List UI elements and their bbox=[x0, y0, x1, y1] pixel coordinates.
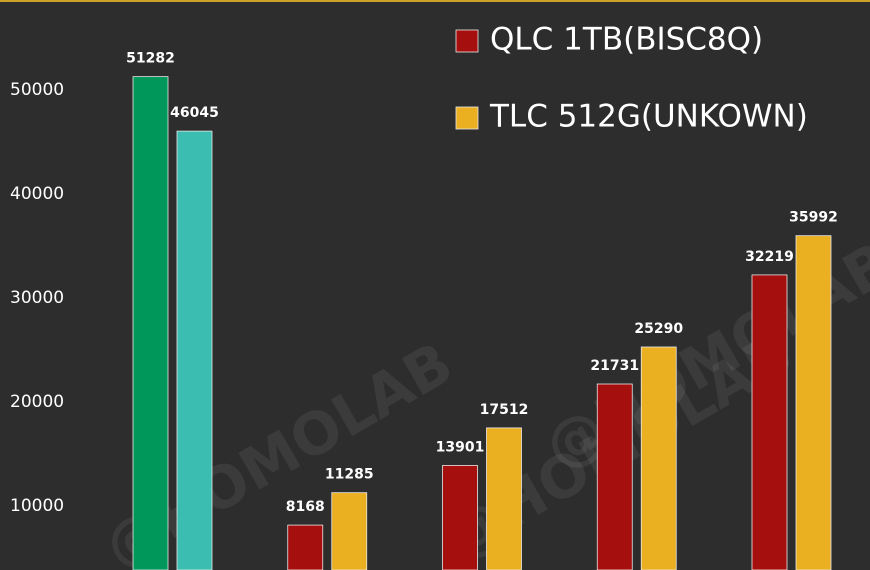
bar bbox=[795, 235, 832, 570]
bar bbox=[176, 130, 213, 570]
legend-swatch bbox=[455, 106, 479, 130]
bar bbox=[640, 346, 677, 570]
value-label: 21731 bbox=[590, 358, 639, 374]
y-tick-label: 20000 bbox=[10, 392, 64, 412]
bar bbox=[331, 492, 368, 570]
bar bbox=[486, 427, 522, 570]
value-label: 25290 bbox=[634, 321, 683, 337]
bar bbox=[596, 383, 633, 570]
bar bbox=[442, 465, 478, 570]
legend-swatch bbox=[455, 29, 479, 53]
value-label: 35992 bbox=[789, 210, 838, 226]
legend-label: QLC 1TB(BISC8Q) bbox=[490, 22, 763, 58]
value-label: 11285 bbox=[325, 467, 374, 483]
y-tick-label: 50000 bbox=[10, 80, 64, 100]
value-label: 51282 bbox=[126, 51, 175, 67]
bar bbox=[132, 76, 169, 570]
value-label: 46045 bbox=[170, 105, 219, 121]
value-label: 13901 bbox=[436, 439, 485, 455]
legend-label: TLC 512G(UNKOWN) bbox=[489, 99, 808, 135]
value-label: 17512 bbox=[480, 402, 529, 418]
value-label: 8168 bbox=[286, 499, 325, 515]
bar bbox=[751, 274, 788, 570]
value-label: 32219 bbox=[745, 249, 794, 265]
y-tick-label: 40000 bbox=[10, 184, 64, 204]
y-tick-label: 30000 bbox=[10, 288, 64, 308]
bar bbox=[287, 524, 324, 570]
y-tick-label: 10000 bbox=[10, 496, 64, 516]
